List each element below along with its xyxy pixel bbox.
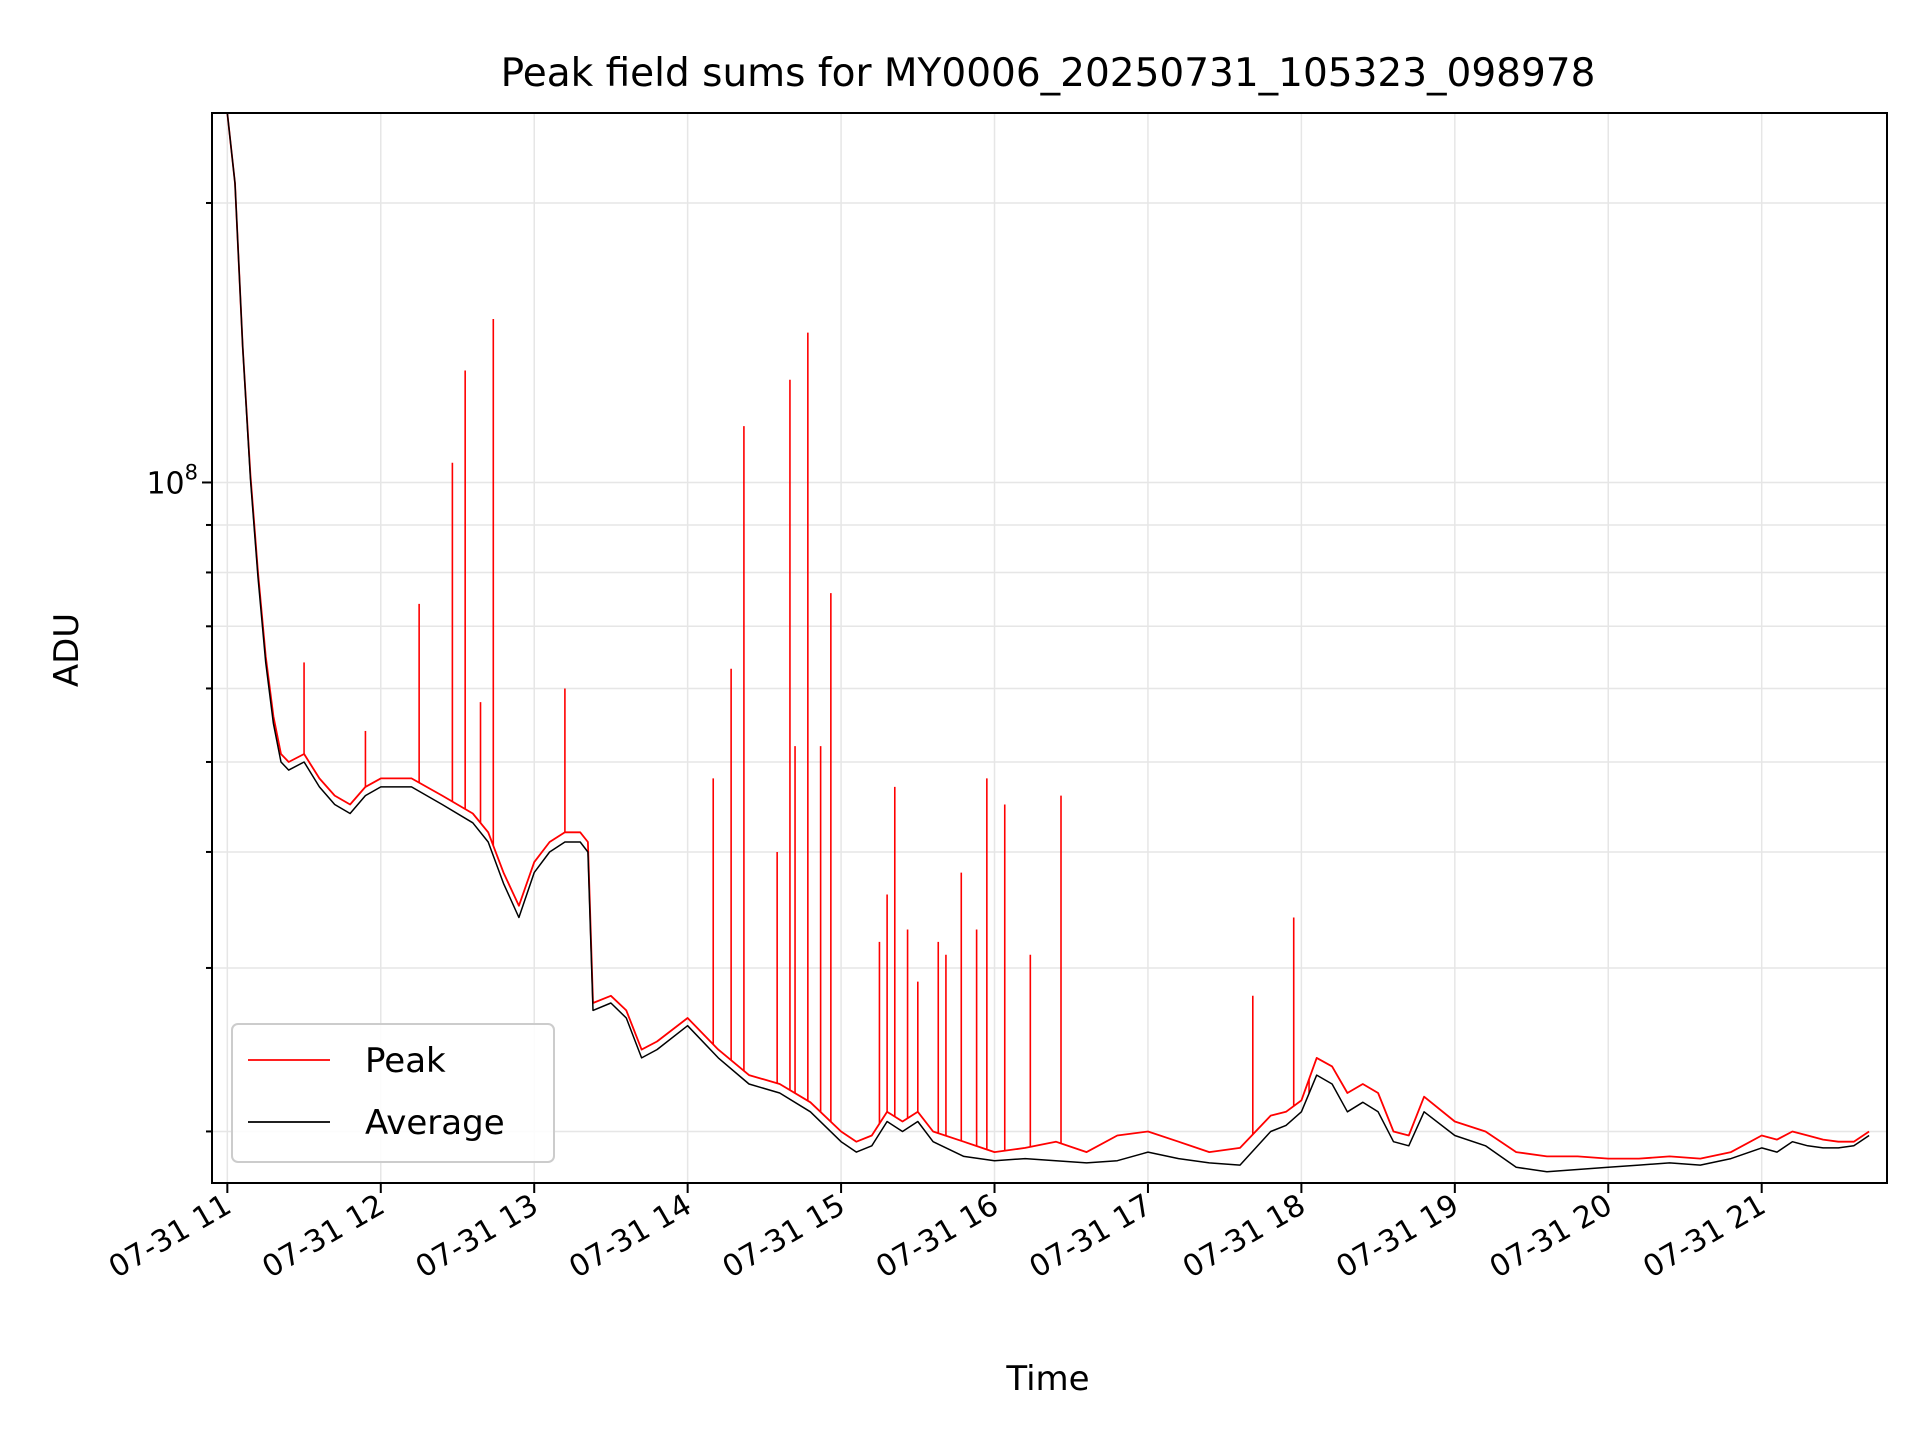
x-tick-label: 07-31 18 <box>1177 1188 1311 1286</box>
peak-spikes <box>303 318 1310 1151</box>
x-tick-label: 07-31 21 <box>1637 1188 1771 1286</box>
series-line-peak <box>226 113 1870 1160</box>
legend: Peak Average <box>231 1023 555 1163</box>
x-axis-label: Time <box>1005 1359 1089 1399</box>
legend-box <box>231 1023 555 1163</box>
x-tick-label: 07-31 17 <box>1024 1188 1158 1286</box>
x-tick-label: 07-31 14 <box>563 1188 697 1286</box>
x-tick-label: 07-31 13 <box>410 1188 544 1286</box>
series-line-average <box>226 113 1870 1173</box>
x-tick-label: 07-31 12 <box>256 1188 390 1286</box>
x-tick-label: 07-31 15 <box>717 1188 851 1286</box>
x-tick-label: 07-31 11 <box>103 1188 237 1286</box>
y-axis-label: ADU <box>47 613 87 687</box>
x-tick-label: 07-31 16 <box>870 1188 1004 1286</box>
chart-title: Peak field sums for MY0006_20250731_1053… <box>501 51 1596 96</box>
plot-area <box>226 113 1870 1173</box>
axes-frame <box>211 112 1888 1184</box>
x-tick-label: 07-31 19 <box>1331 1188 1465 1286</box>
legend-label-average: Average <box>365 1103 505 1143</box>
x-tick-label: 07-31 20 <box>1484 1188 1618 1286</box>
grid <box>212 113 1887 1183</box>
y-tick-label: 108 <box>146 460 198 501</box>
legend-label-peak: Peak <box>365 1041 446 1081</box>
